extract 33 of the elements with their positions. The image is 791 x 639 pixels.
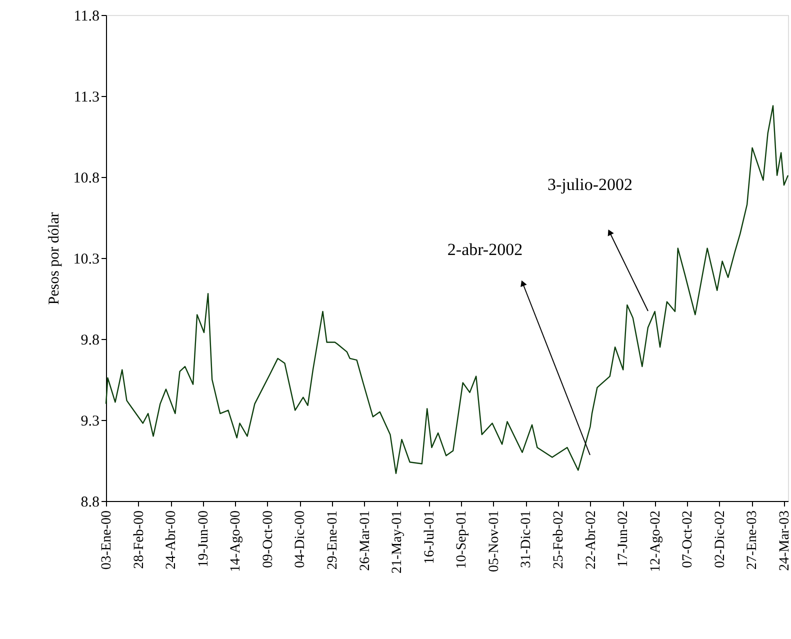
x-tick-label: 03-Ene-00 [100,510,114,570]
y-tick-label: 8.8 [80,494,100,510]
x-tick-label: 17-Jun-02 [616,510,632,568]
x-tick-label: 27-Ene-03 [745,510,760,570]
x-tick-label: 21-May-01 [390,510,406,574]
x-tick-label: 22-Abr-02 [584,510,599,570]
y-tick-label: 10.3 [73,252,100,268]
y-tick-label: 10.8 [73,170,100,186]
x-tick-label: 31-Dic-01 [519,510,534,568]
x-tick-label: 19-Jun-00 [196,510,212,568]
line-series [105,105,789,474]
y-tick-label: 11.3 [74,90,100,106]
x-tick-label: 02-Dic-02 [712,510,728,568]
y-tick-label: 9.3 [80,414,100,430]
y-tick-label: 9.8 [80,332,100,348]
x-tick-label: 14-Ago-00 [228,510,244,572]
y-axis-title: Pesos por dólar [46,212,62,305]
x-tick-label: 05-Nov-01 [486,510,502,572]
x-tick-label: 29-Ene-01 [325,510,340,570]
annotation: 2-abr-2002 [447,240,523,259]
x-tick-label: 26-Mar-01 [358,510,373,571]
annotation: 3-julio-2002 [548,175,632,194]
y-tick-label: 11.8 [74,8,100,24]
x-tick-label: 10-Sep-01 [454,510,470,569]
x-tick-label: 24-Abr-00 [164,510,180,570]
x-tick-label: 28-Feb-00 [132,510,147,569]
x-tick-label: 16-Jul-01 [422,510,438,564]
x-tick-label: 25-Feb-02 [551,510,566,569]
x-tick-label: 12-Ago-02 [648,510,664,572]
x-tick-label: 24-Mar-03 [777,510,791,571]
x-tick-label: 07-Oct-02 [680,510,696,568]
x-tick-label: 04-Dic-00 [293,510,308,568]
x-tick-label: 09-Oct-00 [260,510,276,568]
